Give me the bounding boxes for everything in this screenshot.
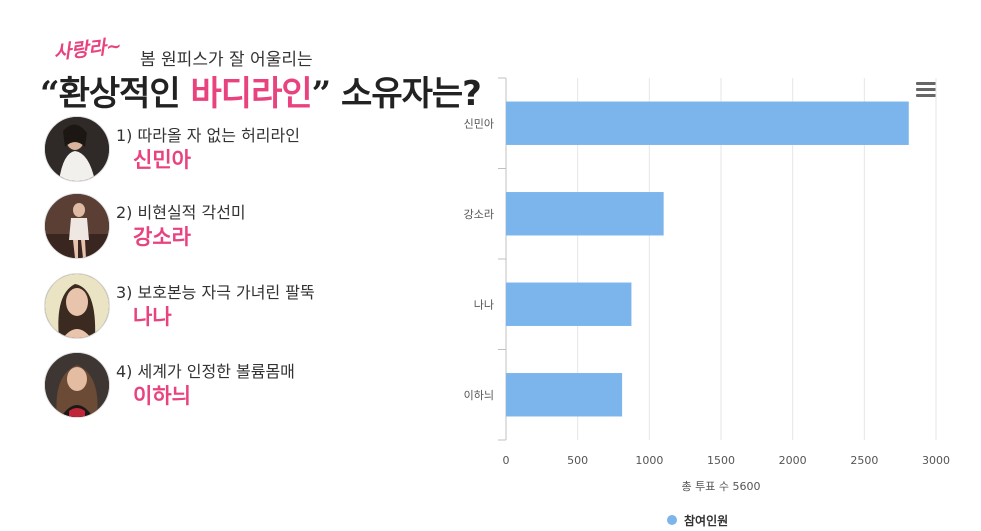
y-category-label: 신민아 xyxy=(464,117,494,130)
avatar xyxy=(44,273,110,339)
x-tick-label: 1500 xyxy=(707,454,735,467)
bar[interactable] xyxy=(506,101,909,145)
info-panel: 사랑라~ 봄 원피스가 잘 어울리는 “환상적인 바디라인” 소유자는? 1) … xyxy=(0,0,482,531)
candidate-name: 이하늬 xyxy=(133,384,191,408)
legend[interactable]: 참여인원 xyxy=(667,513,728,528)
script-tag: 사랑라~ xyxy=(52,34,123,65)
x-tick-label: 2500 xyxy=(850,454,878,467)
sub-headline-text: 봄 원피스가 잘 어울리는 xyxy=(140,50,313,70)
bar[interactable] xyxy=(506,282,632,326)
candidate-item: 4) 세계가 인정한 볼륨몸매 이하늬 xyxy=(44,352,444,418)
x-tick-label: 3000 xyxy=(922,454,950,467)
candidate-desc: 4) 세계가 인정한 볼륨몸매 xyxy=(116,362,295,381)
title-suffix: 소유자는? xyxy=(330,74,482,114)
x-tick-label: 1000 xyxy=(635,454,663,467)
candidate-name: 신민아 xyxy=(133,148,191,172)
candidate-desc: 3) 보호본능 자극 가녀린 팔뚝 xyxy=(116,283,315,302)
page-title: “환상적인 바디라인” 소유자는? xyxy=(40,66,482,115)
chart-menu-icon[interactable] xyxy=(916,82,936,100)
legend-label: 참여인원 xyxy=(684,513,728,528)
x-tick-label: 2000 xyxy=(779,454,807,467)
open-quote: “ xyxy=(40,74,60,114)
candidate-item: 2) 비현실적 각선미 강소라 xyxy=(44,193,444,259)
close-quote: ” xyxy=(311,74,332,114)
y-category-label: 강소라 xyxy=(464,208,494,221)
candidate-name: 나나 xyxy=(133,305,172,329)
bar[interactable] xyxy=(506,192,664,236)
legend-marker xyxy=(667,515,677,525)
x-tick-label: 500 xyxy=(567,454,588,467)
bar[interactable] xyxy=(506,373,623,417)
candidate-item: 1) 따라올 자 없는 허리라인 신민아 xyxy=(44,116,444,182)
title-prefix: 환상적인 xyxy=(58,74,191,114)
candidate-name: 강소라 xyxy=(133,225,191,249)
candidate-desc: 1) 따라올 자 없는 허리라인 xyxy=(116,126,300,145)
avatar xyxy=(44,116,110,182)
title-accent: 바디라인 xyxy=(190,74,313,114)
avatar xyxy=(44,352,110,418)
candidate-desc: 2) 비현실적 각선미 xyxy=(116,203,246,222)
y-category-label: 나나 xyxy=(474,298,494,311)
x-axis-title: 총 투표 수 5600 xyxy=(682,480,761,493)
avatar xyxy=(44,193,110,259)
candidate-item: 3) 보호본능 자극 가녀린 팔뚝 나나 xyxy=(44,273,444,339)
y-category-label: 이하늬 xyxy=(464,388,494,402)
x-tick-label: 0 xyxy=(503,454,510,467)
